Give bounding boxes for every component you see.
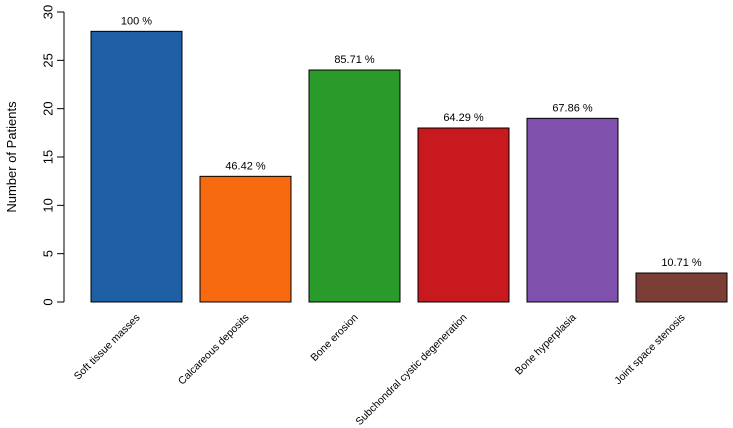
bars: [90, 30, 728, 303]
y-tick-label: 30: [41, 5, 56, 19]
data-label: 85.71 %: [334, 54, 375, 66]
x-tick-label: Soft tissue masses: [72, 312, 143, 383]
data-label: 46.42 %: [225, 160, 266, 172]
y-tick-label: 5: [41, 250, 56, 257]
data-label: 64.29 %: [443, 112, 484, 124]
y-axis-label: Number of Patients: [4, 101, 19, 213]
data-label: 10.71 %: [661, 257, 702, 269]
data-label: 100 %: [121, 15, 152, 27]
x-tick-label: Bone hyperplasia: [513, 312, 579, 378]
x-tick-label: Subchondral cystic degeneration: [353, 312, 469, 428]
bar: [635, 272, 728, 303]
bar: [199, 175, 292, 303]
y-axis: 0 5 10 15 20 25 30: [41, 5, 65, 306]
bar: [90, 30, 183, 303]
x-tick-label: Calcareous deposits: [176, 312, 252, 388]
x-tick-labels: Soft tissue masses Calcareous deposits Bon…: [72, 312, 688, 428]
y-tick-label: 10: [41, 198, 56, 212]
x-tick-label: Bone erosion: [308, 312, 360, 364]
y-tick-label: 25: [41, 53, 56, 67]
bar: [417, 127, 510, 303]
y-tick-label: 0: [41, 298, 56, 305]
bar: [308, 69, 401, 303]
y-tick-label: 20: [41, 101, 56, 115]
x-tick-label: Joint space stenosis: [612, 312, 687, 387]
y-tick-label: 15: [41, 150, 56, 164]
bar: [526, 117, 619, 303]
data-label: 67.86 %: [552, 102, 593, 114]
data-labels: 100 % 46.42 % 85.71 % 64.29 % 67.86 % 10.71 %: [121, 15, 702, 269]
